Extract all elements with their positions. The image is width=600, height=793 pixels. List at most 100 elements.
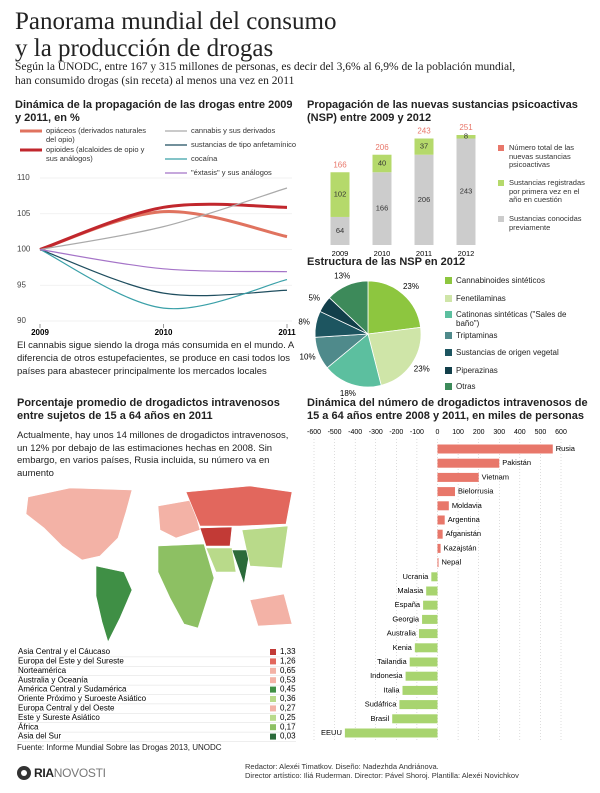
x-tick-label: -300 <box>369 429 383 436</box>
row-swatch <box>270 677 276 684</box>
bar-segment <box>330 216 350 245</box>
legend-label: Sustancias registradas por primera vez e… <box>509 178 585 204</box>
total-label: 206 <box>375 143 389 152</box>
legend-swatch <box>445 383 452 390</box>
slice-label: 23% <box>414 365 430 374</box>
x-tick-label: 2011 <box>278 328 296 337</box>
line-series <box>39 248 288 273</box>
row-label: Oriente Próximo y Suroeste Asiático <box>18 694 147 703</box>
slice-label: 13% <box>334 271 350 280</box>
pie-slice <box>367 326 422 386</box>
row-swatch <box>270 705 276 712</box>
legend-swatch <box>498 145 504 151</box>
row-value: 1,33 <box>280 647 296 656</box>
legend-swatch <box>445 277 452 284</box>
total-label: 243 <box>417 127 431 136</box>
title-line: Panorama mundial del consumo <box>15 8 337 35</box>
x-tick-label: -600 <box>307 429 321 436</box>
bar <box>399 700 438 710</box>
legend-swatch <box>498 180 504 186</box>
credits: Redactor: Alexéi Timatkov. Diseño: Nadez… <box>245 762 519 780</box>
bar-segment <box>414 154 434 245</box>
bar-segment <box>372 172 392 245</box>
bar-label: Vietnam <box>482 472 509 481</box>
bar-label: Indonesia <box>370 671 403 680</box>
x-tick-label: 0 <box>436 429 440 436</box>
x-tick-label: 2011 <box>416 249 432 258</box>
row-label: Asia Central y el Cáucaso <box>18 647 111 656</box>
legend-label: Fenetilaminas <box>456 294 506 303</box>
segment-label: 102 <box>334 190 347 199</box>
pie-slice <box>328 280 369 335</box>
bar-label: Argentina <box>448 515 481 524</box>
chart-title: Estructura de las NSP en 2012 <box>307 256 466 268</box>
bar <box>437 543 441 553</box>
source: Fuente: Informe Mundial Sobre las Drogas… <box>17 743 222 752</box>
legend-label: Piperazinas <box>456 366 498 375</box>
row-label: Asia del Sur <box>18 732 61 741</box>
legend-swatch <box>445 349 452 356</box>
subtitle-line: Según la UNODC, entre 167 y 315 millones… <box>15 61 516 73</box>
line-series <box>39 248 288 297</box>
bar-label: Afganistán <box>446 529 481 538</box>
slice-label: 5% <box>308 294 320 303</box>
chart-title: Dinámica del número de drogadictos intra… <box>307 397 588 422</box>
total-label: 166 <box>333 160 347 169</box>
legend-label: "éxtasis" y sus análogos <box>191 168 272 177</box>
x-tick-label: 500 <box>535 429 547 436</box>
slice-label: 18% <box>340 389 356 398</box>
legend-label: opioides (alcaloides de opio y sus análo… <box>46 145 145 163</box>
x-tick-label: 100 <box>452 429 464 436</box>
legend-label: cocaína <box>191 154 218 163</box>
row-swatch <box>270 658 276 665</box>
x-tick-label: 2010 <box>155 328 173 337</box>
row-label: África <box>18 722 39 731</box>
logo: RIANOVOSTI <box>34 766 106 780</box>
row-label: Australia y Oceanía <box>18 675 88 684</box>
subtitle-line: han consumido drogas (sin receta) al men… <box>15 75 295 87</box>
bar <box>437 487 455 497</box>
legend-swatch <box>498 216 504 222</box>
row-swatch <box>270 696 276 702</box>
bar <box>414 643 438 653</box>
x-tick-label: 600 <box>555 429 567 436</box>
y-tick-label: 105 <box>17 209 31 218</box>
bar-segment <box>372 154 392 173</box>
x-tick-label: 2010 <box>374 249 391 258</box>
page-title: Panorama mundial del consumo y la produc… <box>15 8 336 62</box>
x-tick-label: 400 <box>514 429 526 436</box>
x-tick-label: 2009 <box>332 249 349 258</box>
row-value: 0,53 <box>280 675 296 684</box>
bar-segment <box>456 135 476 139</box>
bar-segment <box>330 172 350 217</box>
logo-mark <box>17 766 31 780</box>
row-value: 0,45 <box>280 685 296 694</box>
legend-label: Sustancias de origen vegetal <box>456 348 559 357</box>
row-swatch <box>270 733 276 740</box>
bar-label: Italia <box>384 685 401 694</box>
x-tick-label: -200 <box>389 429 403 436</box>
row-label: Este y Sureste Asiático <box>18 713 100 722</box>
legend-label: Sustancias conocidas previamente <box>509 214 582 232</box>
bar-label: España <box>395 600 421 609</box>
x-tick-label: -100 <box>410 429 424 436</box>
bar-label: Rusia <box>556 444 576 453</box>
slice-label: 8% <box>298 317 310 326</box>
bar-label: Australia <box>387 629 417 638</box>
legend-label: cannabis y sus derivados <box>191 126 276 135</box>
world-map <box>25 485 293 643</box>
y-tick-label: 95 <box>17 280 26 289</box>
row-swatch <box>270 649 276 655</box>
legend-swatch <box>445 332 452 339</box>
bar <box>344 728 438 738</box>
line-series <box>39 248 288 310</box>
bar <box>423 600 438 610</box>
segment-label: 8 <box>464 132 468 141</box>
row-value: 0,17 <box>280 722 296 731</box>
row-swatch <box>270 714 276 721</box>
bar <box>437 458 500 468</box>
y-tick-label: 110 <box>17 173 30 182</box>
legend-label: Número total de las nuevas sustancias ps… <box>509 143 575 169</box>
